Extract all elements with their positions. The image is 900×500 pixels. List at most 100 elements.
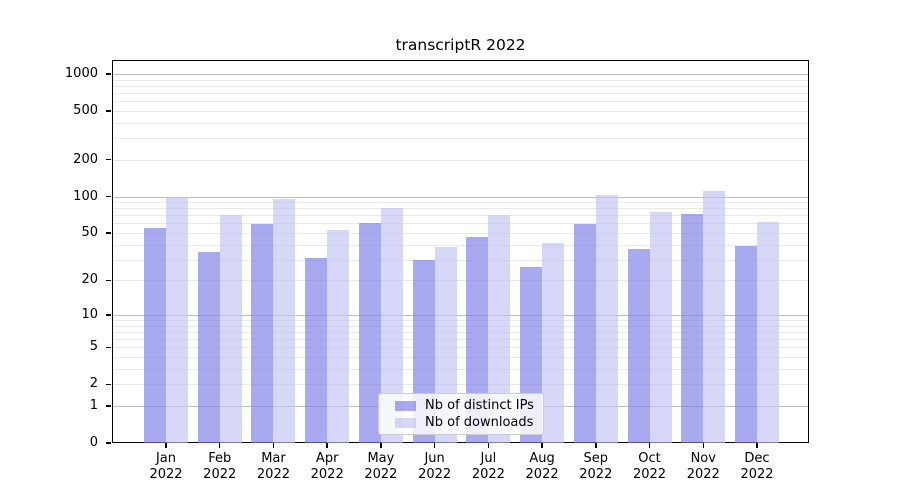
- bar-nb-of-downloads-may: [380, 208, 403, 443]
- x-tick-mark-oct: [648, 443, 651, 448]
- x-tick-label-jul: Jul 2022: [460, 451, 516, 483]
- x-tick-label-mar: Mar 2022: [245, 451, 301, 483]
- y-tick-label-50: 50: [81, 224, 98, 240]
- gridline-minor-3: [113, 368, 808, 370]
- x-tick-month-may: May: [367, 451, 395, 466]
- x-tick-mark-may: [380, 443, 382, 448]
- x-tick-label-apr: Apr 2022: [299, 451, 355, 483]
- x-tick-year-oct: 2022: [632, 467, 667, 482]
- y-tick-mark-1000: [106, 73, 111, 75]
- gridline-minor-900: [113, 79, 808, 81]
- bar-nb-of-distinct-ips-mar: [251, 224, 274, 443]
- y-tick-mark-10: [106, 314, 111, 316]
- x-tick-year-feb: 2022: [203, 467, 237, 482]
- x-tick-month-dec: Dec: [744, 451, 770, 466]
- x-tick-month-apr: Apr: [315, 451, 339, 466]
- gridline-minor-800: [113, 85, 808, 87]
- gridline-minor-50: [113, 232, 808, 234]
- y-tick-mark-200: [106, 158, 111, 161]
- y-tick-label-2: 2: [89, 376, 98, 392]
- bar-nb-of-distinct-ips-dec: [735, 245, 757, 443]
- gridline-minor-300: [113, 138, 808, 140]
- bar-nb-of-distinct-ips-may: [358, 222, 381, 443]
- y-tick-mark-1: [106, 405, 111, 407]
- bar-nb-of-downloads-apr: [327, 229, 350, 443]
- gridline-minor-600: [113, 101, 808, 103]
- x-tick-mark-dec: [756, 443, 758, 448]
- bar-nb-of-downloads-mar: [273, 199, 296, 443]
- x-tick-mark-mar: [272, 443, 275, 448]
- x-tick-month-jul: Jul: [480, 451, 497, 466]
- bar-nb-of-distinct-ips-oct: [627, 248, 650, 443]
- gridline-major-1000: [113, 74, 808, 75]
- x-tick-mark-jun: [433, 443, 436, 448]
- x-tick-mark-sep: [595, 443, 597, 448]
- x-tick-label-jun: Jun 2022: [407, 451, 463, 483]
- y-tick-label-1: 1: [89, 397, 98, 413]
- gridline-minor-7: [113, 331, 808, 333]
- legend-label-downloads: Nb of downloads: [425, 415, 534, 430]
- x-tick-mark-jan: [165, 443, 167, 448]
- x-tick-month-jan: Jan: [155, 451, 177, 466]
- gridline-minor-700: [113, 93, 808, 95]
- x-tick-year-apr: 2022: [310, 467, 344, 482]
- x-tick-month-sep: Sep: [583, 451, 609, 466]
- bar-nb-of-downloads-nov: [703, 190, 726, 443]
- gridline-minor-2: [113, 384, 808, 386]
- y-tick-label-10: 10: [81, 306, 98, 322]
- x-tick-year-aug: 2022: [525, 467, 559, 482]
- bar-nb-of-downloads-oct: [649, 211, 672, 443]
- y-tick-mark-2: [106, 383, 111, 386]
- gridline-minor-5: [113, 347, 808, 349]
- bar-nb-of-downloads-feb: [219, 215, 242, 443]
- legend-swatch-distinct-ips: [395, 400, 416, 411]
- legend: Nb of distinct IPs Nb of downloads: [378, 393, 544, 435]
- x-tick-label-may: May 2022: [353, 451, 409, 483]
- x-tick-mark-aug: [541, 443, 543, 448]
- bar-nb-of-downloads-jan: [166, 197, 188, 443]
- legend-item-downloads: Nb of downloads: [395, 415, 535, 430]
- legend-item-distinct-ips: Nb of distinct IPs: [395, 398, 535, 413]
- bar-nb-of-downloads-dec: [757, 221, 779, 443]
- plot-area: [112, 60, 809, 443]
- x-tick-year-mar: 2022: [256, 467, 290, 482]
- x-tick-month-feb: Feb: [208, 451, 232, 466]
- x-tick-label-jan: Jan 2022: [138, 451, 194, 483]
- gridline-minor-80: [113, 208, 808, 210]
- gridline-minor-30: [113, 259, 808, 261]
- x-tick-mark-apr: [326, 443, 328, 448]
- bar-nb-of-distinct-ips-feb: [197, 251, 220, 443]
- gridline-minor-60: [113, 223, 808, 225]
- x-tick-year-jul: 2022: [471, 467, 505, 482]
- gridline-major-10: [113, 314, 808, 316]
- gridline-minor-500: [113, 110, 808, 112]
- y-tick-label-200: 200: [73, 151, 98, 167]
- x-tick-label-sep: Sep 2022: [568, 451, 624, 483]
- bar-nb-of-distinct-ips-jan: [144, 228, 166, 443]
- bar-nb-of-distinct-ips-nov: [681, 213, 704, 443]
- x-tick-mark-feb: [218, 443, 221, 448]
- bar-nb-of-distinct-ips-jul: [466, 237, 489, 443]
- y-tick-label-100: 100: [73, 188, 98, 204]
- y-tick-label-0: 0: [89, 435, 98, 450]
- gridline-minor-40: [113, 244, 808, 246]
- y-tick-label-1000: 1000: [64, 66, 98, 81]
- bar-nb-of-downloads-sep: [595, 195, 618, 443]
- gridline-minor-4: [113, 357, 808, 359]
- x-tick-mark-jul: [487, 443, 490, 448]
- x-tick-mark-nov: [702, 443, 705, 448]
- x-tick-month-mar: Mar: [261, 451, 286, 466]
- y-tick-mark-100: [106, 195, 111, 198]
- y-tick-mark-50: [106, 232, 111, 234]
- x-tick-year-jan: 2022: [149, 467, 183, 482]
- gridline-minor-9: [113, 320, 808, 322]
- y-tick-label-500: 500: [73, 102, 98, 118]
- x-tick-year-sep: 2022: [579, 467, 613, 482]
- x-tick-month-oct: Oct: [638, 451, 661, 466]
- gridline-minor-90: [113, 202, 808, 204]
- x-tick-month-jun: Jun: [424, 451, 445, 466]
- legend-label-distinct-ips: Nb of distinct IPs: [425, 398, 534, 413]
- bar-nb-of-downloads-jul: [488, 214, 511, 443]
- gridline-minor-20: [113, 280, 808, 282]
- chart-title: transcriptR 2022: [395, 36, 526, 54]
